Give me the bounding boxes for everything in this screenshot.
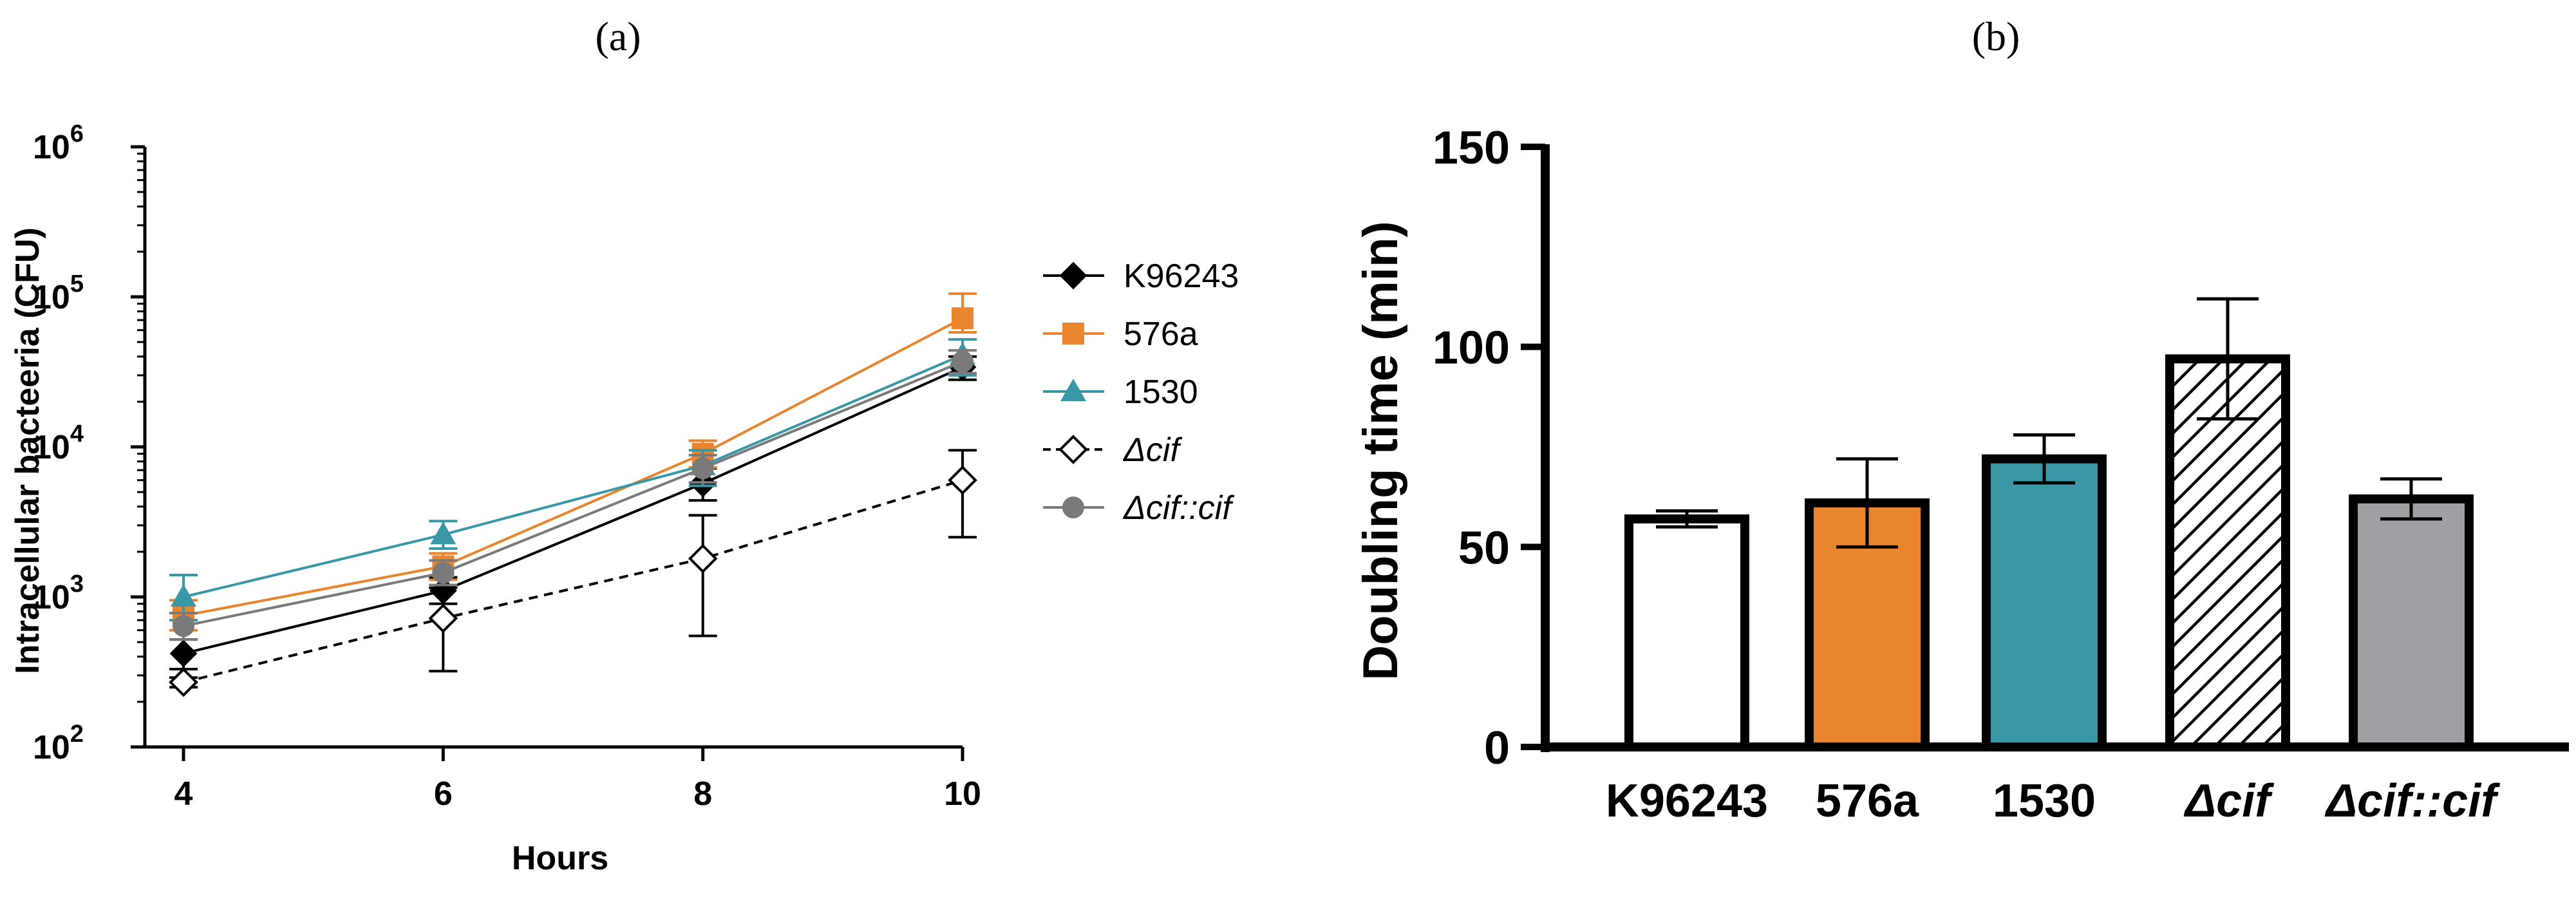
bar-b: [1982, 454, 2107, 751]
x-tick-label-b: 1530: [1993, 775, 2096, 827]
legend-item-2-a: 1530: [1043, 373, 1198, 411]
x-tick-label-a: 4: [174, 775, 193, 813]
legend-label-a: K96243: [1123, 258, 1239, 295]
bar-b: [2349, 494, 2474, 751]
bar-group-0-b: K96243: [1606, 509, 1768, 827]
data-point-a: [952, 307, 973, 330]
bar-group-3-b: Δcif: [2165, 297, 2290, 827]
data-point-a: [169, 639, 198, 668]
legend-label-a: Δcif: [1122, 431, 1182, 469]
y-tick-exponent-a: 6: [70, 120, 84, 147]
y-tick-label-b: 0: [1484, 722, 1510, 774]
y-tick-label-a: 106: [33, 120, 84, 166]
data-point-a: [430, 522, 456, 545]
legend-marker-a: [1058, 435, 1088, 464]
series-line-a: [183, 478, 963, 684]
x-tick-label-a: 8: [693, 775, 712, 813]
series-4-a: [169, 349, 977, 641]
x-tick-label-b: 576a: [1816, 775, 1919, 827]
data-point-a: [691, 457, 714, 480]
data-point-a: [952, 350, 973, 373]
x-tick-label-a: 6: [434, 775, 453, 813]
legend-label-a: Δcif::cif: [1122, 489, 1234, 527]
legend-label-a: 1530: [1123, 373, 1198, 411]
y-tick-label-b: 50: [1458, 522, 1510, 574]
series-layer-a: [169, 292, 977, 697]
y-axis-title-b: Doubling time (min): [1353, 221, 1408, 680]
y-tick-label-b: 150: [1433, 122, 1510, 174]
bar-b: [1624, 514, 1749, 752]
data-point-a: [428, 603, 458, 634]
panel-label-b: (b): [1972, 14, 2020, 59]
data-point-a: [169, 667, 198, 697]
series-2-a: [169, 338, 977, 622]
data-point-a: [432, 562, 455, 584]
bars-b: K96243 576a 1530 Δcif Δcif::cif: [1606, 297, 2500, 827]
legend-item-0-a: K96243: [1043, 258, 1239, 295]
series-line-a: [183, 366, 963, 655]
bar-group-4-b: Δcif::cif: [2324, 477, 2500, 827]
bar-chart-b: K96243 576a 1530 Δcif Δcif::cif 0 50 100 150 Do…: [1353, 122, 2569, 827]
legend-marker-a: [1060, 379, 1086, 401]
x-tick-label-a: 10: [944, 775, 981, 813]
y-tick-exponent-a: 2: [70, 721, 84, 748]
series-line-a: [183, 360, 963, 628]
data-point-a: [948, 465, 977, 495]
panel-label-a: (a): [595, 14, 641, 59]
series-line-a: [183, 354, 963, 598]
x-tick-label-b: Δcif: [2183, 775, 2274, 827]
series-3-a: [169, 449, 977, 697]
series-1-a: [169, 292, 977, 632]
legend-item-3-a: Δcif: [1043, 431, 1182, 469]
y-tick-label-a: 102: [33, 721, 84, 766]
y-tick-label-b: 100: [1433, 323, 1510, 374]
legend-marker-a: [1059, 261, 1087, 290]
x-axis-a: 4 6 8 10: [145, 745, 981, 813]
y-tick-exponent-a: 5: [70, 270, 84, 297]
x-tick-label-b: Δcif::cif: [2324, 775, 2500, 827]
bar-group-2-b: 1530: [1982, 433, 2107, 827]
data-point-a: [171, 584, 196, 607]
x-axis-title-a: Hours: [512, 840, 608, 877]
bar-b: [2165, 354, 2290, 751]
y-tick-exponent-a: 3: [70, 571, 84, 598]
legend-item-4-a: Δcif::cif: [1043, 489, 1234, 527]
legend-marker-a: [1062, 496, 1084, 518]
data-point-a: [688, 543, 718, 574]
legend-item-1-a: 576a: [1043, 316, 1198, 353]
y-tick-exponent-a: 4: [70, 420, 84, 448]
legend-label-a: 576a: [1123, 316, 1198, 353]
data-point-a: [173, 615, 194, 637]
legend-marker-a: [1062, 323, 1084, 345]
y-axis-title-a: Intracellular bacteeria (CFU): [9, 227, 46, 674]
x-tick-label-b: K96243: [1606, 775, 1768, 827]
bar-group-1-b: 576a: [1805, 457, 1930, 827]
series-line-a: [183, 317, 963, 618]
axes-b: 0 50 100 150: [1433, 122, 2569, 774]
